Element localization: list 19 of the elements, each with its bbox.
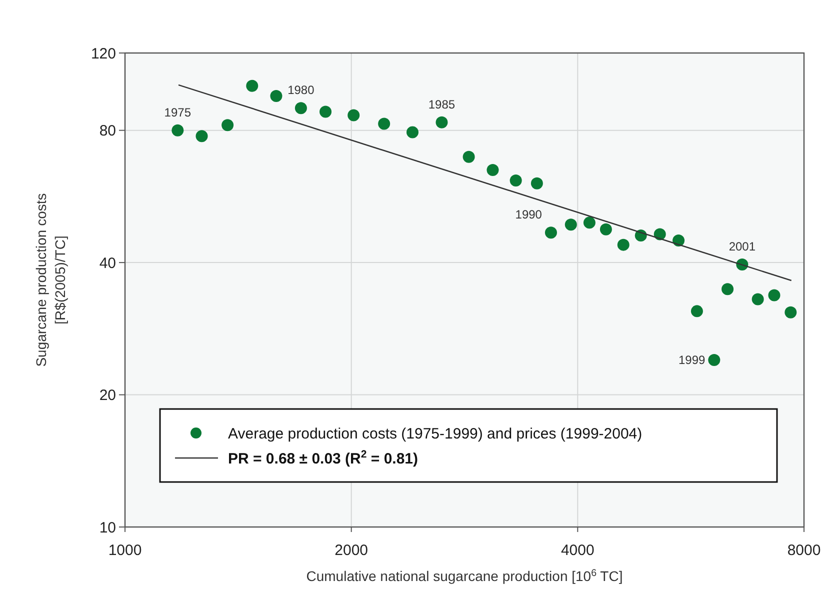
y-tick-label: 80 xyxy=(99,122,116,140)
annotation: 1999 xyxy=(678,353,706,368)
y-tick-label: 40 xyxy=(99,254,116,272)
annotation: 1985 xyxy=(428,97,456,112)
annotation: 1975 xyxy=(164,105,192,120)
y-tick-label: 20 xyxy=(99,387,116,404)
annotation: 1980 xyxy=(288,83,315,98)
y-tick-label: 10 xyxy=(99,519,116,536)
x-tick-label: 1000 xyxy=(108,542,142,559)
x-tick-label: 2000 xyxy=(334,542,368,559)
legend-label: PR = 0.68 ± 0.03 (R$^{2}$ = 0.81) xyxy=(228,448,418,468)
legend-label: Average production costs (1975-1999) and prices (1999-2004) xyxy=(228,425,642,442)
x-tick-label: 4000 xyxy=(560,542,594,559)
y-axis-title: Sugarcane production costs [R$(2005)/TC] xyxy=(33,193,68,367)
x-axis-title: Cumulative national sugarcane production [10$^{6}$ TC] xyxy=(306,568,623,584)
annotation: 1990 xyxy=(515,208,542,222)
y-tick-label: 120 xyxy=(90,45,116,62)
annotation: 2001 xyxy=(728,239,756,254)
x-tick-label: 8000 xyxy=(787,542,821,559)
